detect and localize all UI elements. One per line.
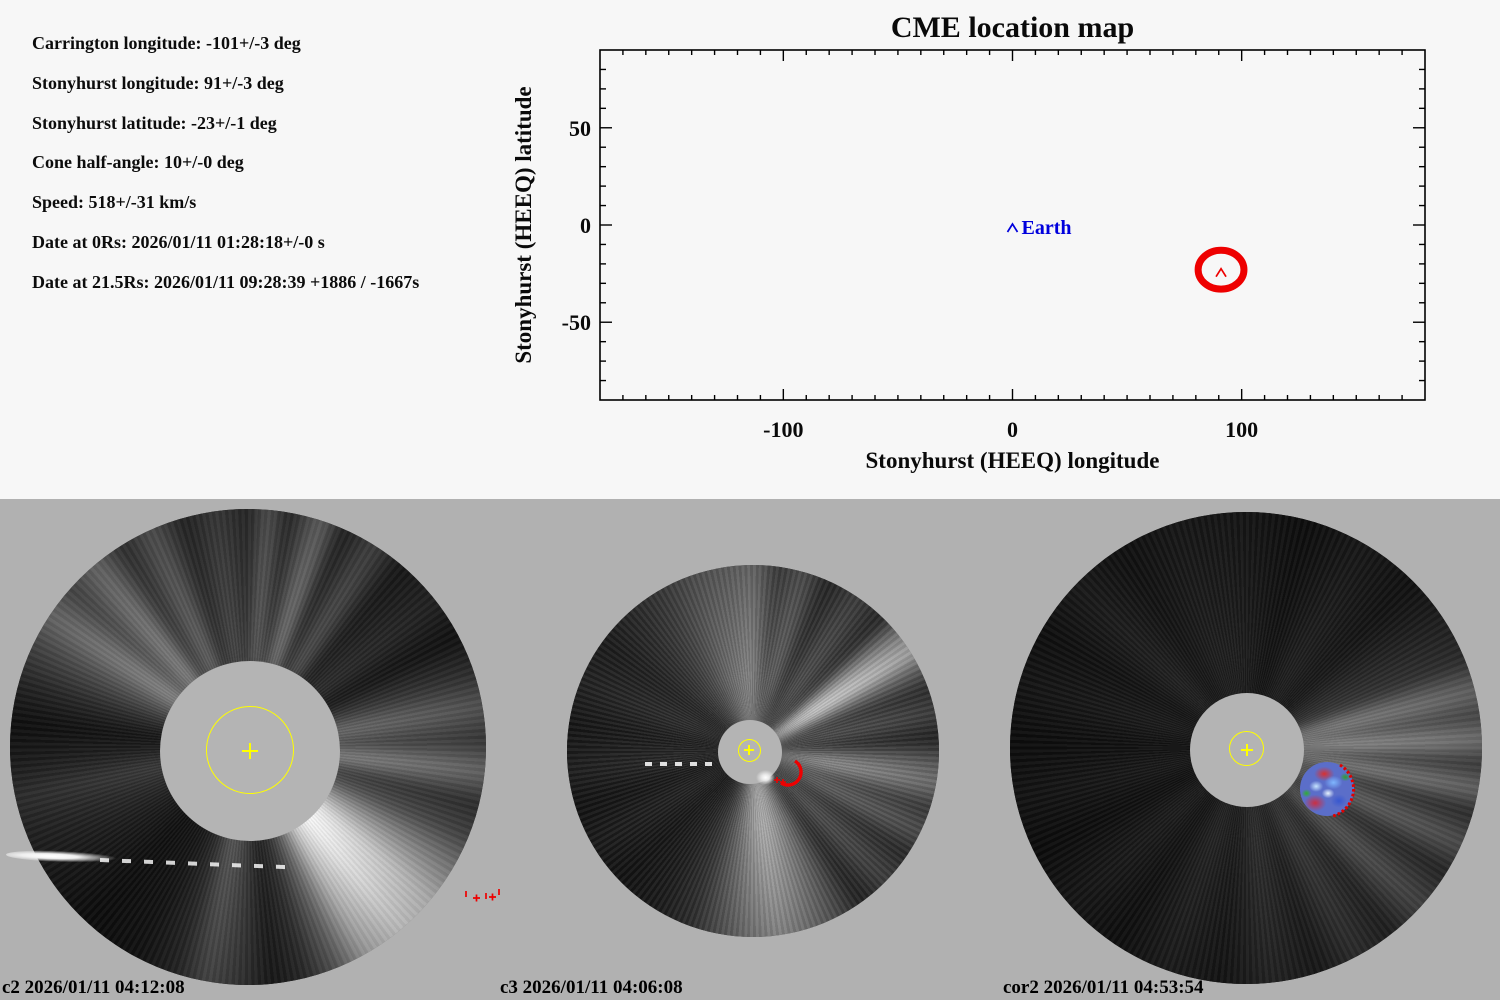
x-axis-title: Stonyhurst (HEEQ) longitude (866, 448, 1160, 473)
x-tick-label: -100 (763, 417, 803, 442)
earth-caret-marker (1006, 222, 1019, 233)
cone-half-angle-value: Cone half-angle: 10+/-0 deg (32, 152, 244, 173)
cme-cone-ellipse (1194, 246, 1248, 293)
speed-value: Speed: 518+/-31 km/s (32, 192, 197, 213)
c2-sun-center-cross (242, 743, 258, 759)
x-tick-label: 0 (1007, 417, 1018, 442)
c3-satellite-streak-dashes (645, 762, 719, 766)
c2-red-tick-marks (465, 889, 500, 902)
y-axis-title: Stonyhurst (HEEQ) latitude (511, 86, 536, 363)
stonyhurst-longitude-value: Stonyhurst longitude: 91+/-3 deg (32, 72, 284, 93)
y-tick-label: -50 (562, 310, 591, 335)
cme-source-caret-marker (1215, 267, 1227, 278)
y-tick-label: 0 (580, 213, 591, 238)
c2-timestamp-label: c2 2026/01/11 04:12:08 (2, 977, 185, 998)
cor2-sun-circle (1229, 731, 1264, 766)
y-tick-label: 50 (569, 116, 591, 141)
coronagraph-images-section: c2 2026/01/11 04:12:08 c3 2026/01/11 04:… (0, 499, 1500, 1000)
date-at-21-5rs-value: Date at 21.5Rs: 2026/01/11 09:28:39 +188… (32, 271, 420, 292)
c3-cme-bright-blob (756, 770, 775, 785)
cme-location-chart: -100 0 100 -50 0 50 CME location map Stonyhurst… (511, 11, 1426, 473)
cme-parameters-and-map-section: Carrington longitude: -101+/-3 deg Stony… (0, 0, 1500, 499)
date-at-0rs-value: Date at 0Rs: 2026/01/11 01:28:18+/-0 s (32, 231, 325, 252)
cor2-timestamp-label: cor2 2026/01/11 04:53:54 (1003, 977, 1204, 998)
stonyhurst-latitude-value: Stonyhurst latitude: -23+/-1 deg (32, 112, 277, 133)
c3-timestamp-label: c3 2026/01/11 04:06:08 (500, 977, 683, 998)
cor2-sun-center-cross (1241, 744, 1253, 756)
c2-sun-circle (206, 706, 294, 794)
carrington-longitude-value: Carrington longitude: -101+/-3 deg (32, 33, 301, 53)
cor2-cme-detection-overlay (1300, 762, 1354, 816)
chart-title: CME location map (891, 11, 1134, 44)
cme-parameters-panel: Carrington longitude: -101+/-3 deg Stony… (32, 24, 419, 303)
c2-coronagraph-image (10, 509, 486, 985)
c3-sun-center-cross (744, 745, 754, 755)
x-tick-label: 100 (1225, 417, 1258, 442)
earth-label: Earth (1022, 217, 1072, 239)
c3-sun-circle (738, 739, 761, 762)
